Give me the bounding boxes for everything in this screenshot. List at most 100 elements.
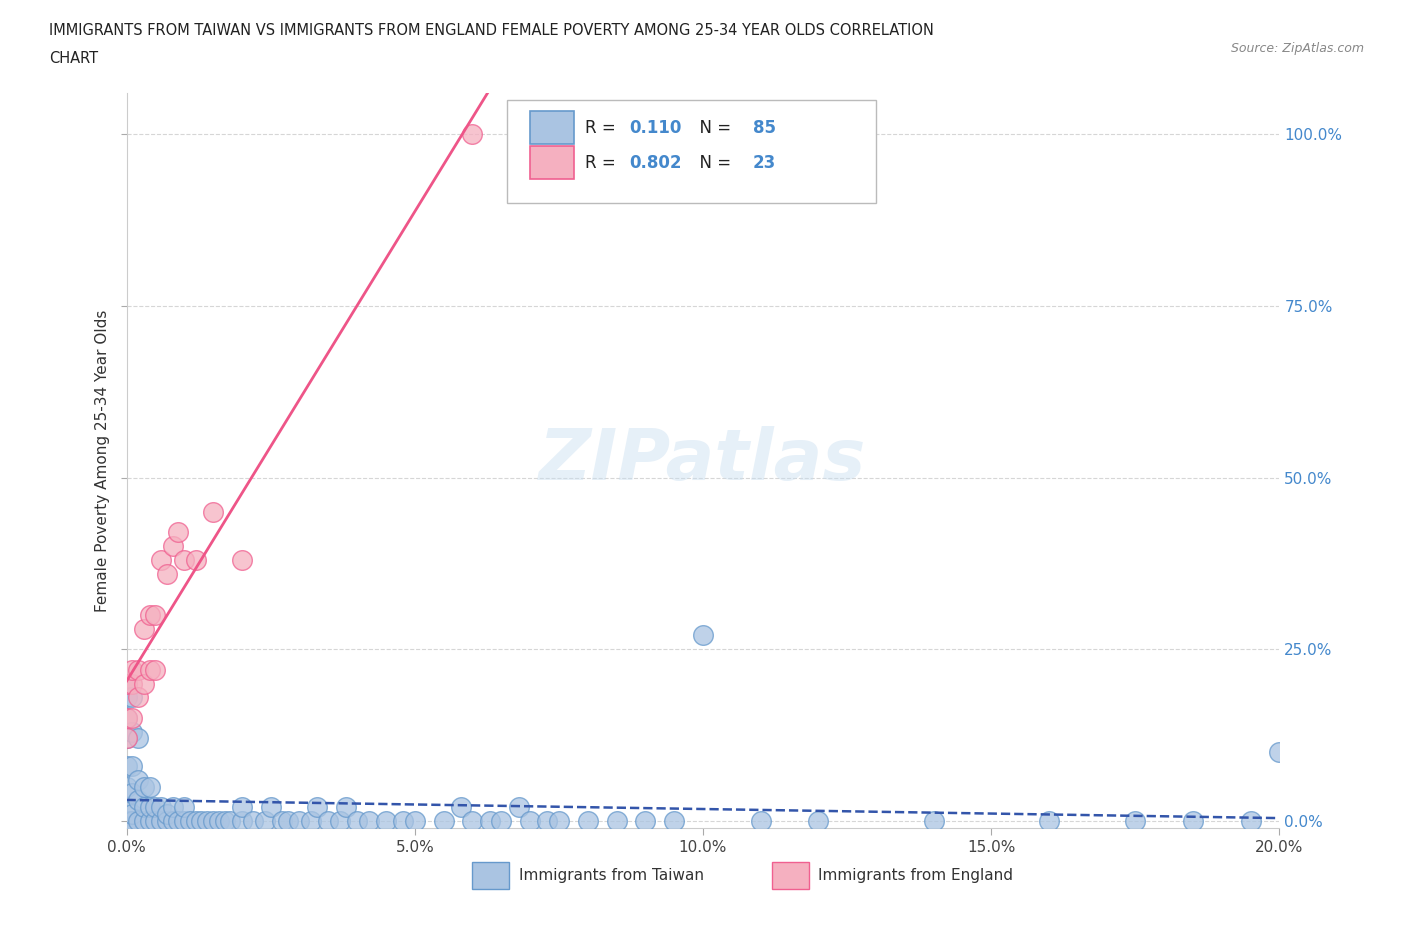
Point	[115, 800, 138, 815]
Point	[404, 814, 426, 829]
Point	[127, 814, 149, 829]
Point	[179, 814, 201, 829]
Point	[115, 690, 138, 705]
Point	[433, 814, 456, 829]
Point	[145, 607, 166, 622]
Point	[392, 814, 415, 829]
Point	[519, 814, 541, 829]
Point	[156, 566, 179, 581]
Point	[305, 800, 328, 815]
Point	[202, 504, 225, 519]
Point	[1181, 814, 1204, 829]
Point	[922, 814, 945, 829]
Point	[190, 814, 212, 829]
Point	[121, 806, 143, 821]
Point	[121, 814, 143, 829]
Point	[115, 814, 138, 829]
Text: Immigrants from England: Immigrants from England	[818, 868, 1014, 883]
Point	[145, 662, 166, 677]
Text: N =: N =	[689, 153, 737, 172]
Point	[253, 814, 276, 829]
Point	[536, 814, 558, 829]
Point	[1125, 814, 1147, 829]
Text: N =: N =	[689, 118, 737, 137]
Point	[150, 800, 173, 815]
Point	[132, 676, 155, 691]
Point	[115, 731, 138, 746]
Point	[121, 676, 143, 691]
Point	[115, 759, 138, 774]
Point	[132, 800, 155, 815]
Point	[1038, 814, 1060, 829]
Point	[173, 814, 195, 829]
Point	[749, 814, 772, 829]
Point	[173, 552, 195, 567]
Text: 85: 85	[752, 118, 776, 137]
Point	[145, 800, 166, 815]
Point	[115, 676, 138, 691]
Point	[664, 814, 686, 829]
Point	[162, 800, 184, 815]
Point	[150, 814, 173, 829]
Text: 23: 23	[752, 153, 776, 172]
FancyBboxPatch shape	[472, 862, 509, 889]
Point	[127, 731, 149, 746]
Point	[478, 814, 501, 829]
Text: CHART: CHART	[49, 51, 98, 66]
Point	[156, 806, 179, 821]
Point	[138, 800, 160, 815]
FancyBboxPatch shape	[508, 100, 876, 204]
Point	[115, 731, 138, 746]
Point	[121, 690, 143, 705]
Point	[121, 724, 143, 739]
Point	[195, 814, 218, 829]
Text: R =: R =	[585, 153, 621, 172]
FancyBboxPatch shape	[772, 862, 808, 889]
Point	[132, 779, 155, 794]
Point	[208, 814, 231, 829]
Point	[461, 126, 484, 141]
Point	[1268, 745, 1291, 760]
Point	[115, 814, 138, 829]
Point	[132, 814, 155, 829]
Point	[807, 814, 830, 829]
Text: Source: ZipAtlas.com: Source: ZipAtlas.com	[1230, 42, 1364, 55]
Point	[162, 814, 184, 829]
Point	[277, 814, 299, 829]
Point	[121, 711, 143, 725]
Point	[214, 814, 236, 829]
Point	[202, 814, 225, 829]
Text: ZIPatlas: ZIPatlas	[540, 426, 866, 495]
Point	[115, 814, 138, 829]
Point	[335, 800, 357, 815]
Point	[127, 662, 149, 677]
Point	[346, 814, 368, 829]
Point	[491, 814, 513, 829]
Point	[357, 814, 380, 829]
Point	[184, 814, 207, 829]
Point	[127, 792, 149, 807]
Point	[1240, 814, 1263, 829]
Point	[634, 814, 657, 829]
Point	[231, 800, 253, 815]
Point	[450, 800, 472, 815]
FancyBboxPatch shape	[530, 111, 574, 144]
Text: 0.110: 0.110	[630, 118, 682, 137]
Point	[288, 814, 311, 829]
Point	[127, 690, 149, 705]
Text: 0.802: 0.802	[630, 153, 682, 172]
Point	[299, 814, 322, 829]
Point	[692, 628, 714, 643]
Point	[173, 800, 195, 815]
Text: R =: R =	[585, 118, 621, 137]
Point	[374, 814, 398, 829]
Point	[508, 800, 530, 815]
Point	[115, 711, 138, 725]
Point	[548, 814, 571, 829]
Point	[138, 662, 160, 677]
Point	[576, 814, 599, 829]
Point	[184, 552, 207, 567]
Point	[156, 814, 179, 829]
Point	[329, 814, 352, 829]
Point	[138, 607, 160, 622]
